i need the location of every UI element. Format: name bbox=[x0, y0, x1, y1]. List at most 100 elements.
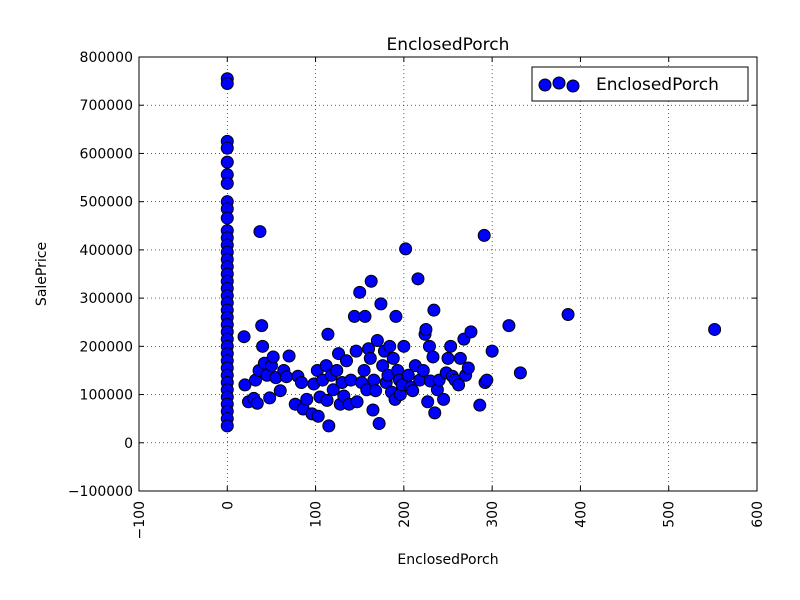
data-point bbox=[502, 319, 516, 333]
data-point bbox=[255, 319, 269, 333]
data-point bbox=[364, 274, 378, 288]
data-point bbox=[344, 373, 358, 387]
data-point bbox=[358, 309, 372, 323]
x-tick-label: 200 bbox=[397, 501, 413, 528]
data-point bbox=[311, 409, 325, 423]
data-point bbox=[485, 344, 499, 358]
data-point bbox=[461, 361, 475, 375]
x-tick-label: 300 bbox=[485, 501, 501, 528]
data-point bbox=[399, 242, 413, 256]
data-point bbox=[220, 77, 234, 91]
data-point bbox=[350, 395, 364, 409]
data-point bbox=[220, 176, 234, 190]
data-point bbox=[401, 368, 415, 382]
legend-label: EnclosedPorch bbox=[596, 75, 719, 95]
data-point bbox=[279, 370, 293, 384]
legend: EnclosedPorch bbox=[531, 66, 749, 102]
plot-frame bbox=[138, 56, 758, 492]
data-point bbox=[294, 376, 308, 389]
data-point bbox=[370, 334, 384, 348]
y-tick-label: 800000 bbox=[80, 50, 133, 66]
data-point bbox=[220, 211, 234, 225]
data-point bbox=[473, 398, 487, 412]
y-tick-label: −100000 bbox=[68, 484, 133, 500]
data-point bbox=[367, 373, 381, 387]
y-tick-label: 500000 bbox=[80, 195, 133, 211]
x-tick-label: 500 bbox=[662, 501, 678, 528]
data-point bbox=[366, 403, 380, 417]
data-point bbox=[332, 347, 346, 361]
data-point bbox=[353, 285, 367, 299]
data-point bbox=[561, 308, 575, 322]
legend-marker-3 bbox=[566, 79, 580, 93]
x-tick-label: 0 bbox=[220, 501, 236, 510]
data-point bbox=[300, 392, 314, 406]
data-point bbox=[406, 384, 420, 398]
data-point bbox=[480, 373, 494, 387]
legend-marker-2 bbox=[552, 76, 566, 90]
data-point bbox=[428, 406, 442, 420]
data-point bbox=[419, 322, 433, 336]
data-point bbox=[444, 339, 458, 353]
x-tick-label: 600 bbox=[750, 501, 766, 528]
data-point bbox=[372, 416, 386, 430]
data-point bbox=[263, 391, 277, 405]
x-axis-title: EnclosedPorch bbox=[397, 552, 498, 568]
data-point bbox=[437, 392, 451, 406]
data-point bbox=[453, 351, 467, 365]
data-point bbox=[389, 309, 403, 323]
data-point bbox=[363, 351, 377, 365]
data-point bbox=[477, 228, 491, 242]
data-point bbox=[349, 344, 363, 358]
x-tick-label: 100 bbox=[309, 501, 325, 528]
data-point bbox=[250, 396, 264, 410]
data-point bbox=[464, 325, 478, 339]
data-point bbox=[441, 351, 455, 365]
data-point bbox=[320, 393, 334, 407]
data-point bbox=[339, 354, 353, 368]
data-point bbox=[452, 378, 466, 392]
data-points bbox=[220, 72, 722, 433]
data-point bbox=[386, 351, 400, 365]
data-point bbox=[220, 419, 234, 433]
data-point bbox=[220, 155, 234, 169]
data-point bbox=[369, 384, 383, 398]
y-tick-label: 100000 bbox=[80, 388, 133, 404]
x-tick-label: −100 bbox=[132, 501, 148, 539]
data-point bbox=[374, 297, 388, 311]
y-tick-label: 300000 bbox=[80, 291, 133, 307]
data-point bbox=[266, 350, 280, 364]
data-point bbox=[426, 350, 440, 364]
data-point bbox=[322, 419, 336, 433]
data-point bbox=[397, 339, 411, 353]
x-tick-label: 400 bbox=[573, 501, 589, 528]
data-point bbox=[273, 384, 287, 398]
y-tick-label: 0 bbox=[124, 436, 133, 452]
data-point bbox=[326, 383, 340, 397]
y-tick-label: 700000 bbox=[80, 98, 133, 114]
axis-ticks: −100 0 100 200 300 400 500 600 −100000 0 100000 200… bbox=[68, 50, 766, 539]
y-tick-label: 600000 bbox=[80, 146, 133, 162]
y-tick-label: 400000 bbox=[80, 243, 133, 259]
data-point bbox=[256, 339, 270, 353]
data-point bbox=[220, 141, 234, 155]
data-point bbox=[238, 378, 252, 392]
data-point bbox=[708, 322, 722, 336]
data-point bbox=[383, 339, 397, 353]
y-tick-label: 200000 bbox=[80, 339, 133, 355]
y-axis-title: SalePrice bbox=[34, 242, 50, 306]
data-point bbox=[357, 363, 371, 377]
data-point bbox=[237, 330, 251, 344]
data-point bbox=[321, 327, 335, 341]
data-point bbox=[330, 363, 344, 377]
legend-marker-1 bbox=[538, 78, 552, 92]
data-point bbox=[416, 363, 430, 377]
data-point bbox=[427, 303, 441, 317]
data-point bbox=[253, 225, 267, 239]
data-point bbox=[421, 395, 435, 409]
data-point bbox=[411, 272, 425, 286]
data-point bbox=[282, 349, 296, 363]
data-point bbox=[513, 366, 527, 380]
chart-title: EnclosedPorch bbox=[387, 35, 510, 55]
